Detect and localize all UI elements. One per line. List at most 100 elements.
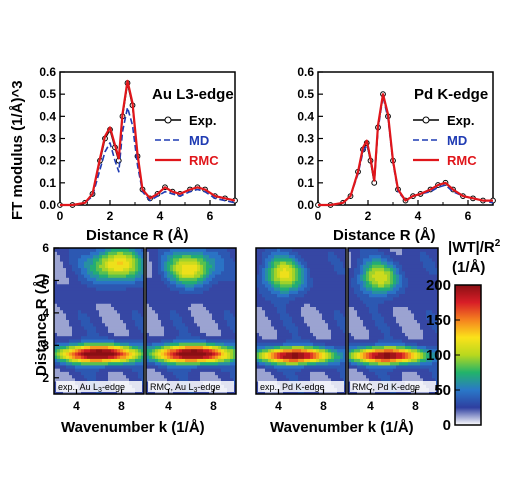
wavelet-cell (331, 296, 335, 301)
wavelet-cell (387, 267, 391, 272)
wavelet-cell (194, 270, 198, 275)
wavelet-cell (283, 309, 287, 314)
wavelet-cell (280, 299, 284, 304)
wavelet-cell (256, 374, 260, 379)
wavelet-cell (316, 348, 320, 353)
wavelet-cell (316, 280, 320, 285)
wavelet-cell (259, 277, 263, 282)
wavelet-cell (146, 260, 150, 265)
wavelet-cell (328, 325, 332, 330)
wavelet-cell (381, 293, 385, 298)
wavelet-cell (129, 377, 133, 382)
wavelet-caption-sub: 3 (98, 387, 102, 394)
wavelet-cell (340, 277, 344, 282)
wavelet-cell (360, 322, 364, 327)
wavelet-cell (120, 309, 124, 314)
wavelet-cell (212, 351, 216, 356)
wavelet-cell (54, 322, 58, 327)
wavelet-cell (343, 329, 346, 333)
wavelet-cell (274, 254, 278, 259)
wavelet-cell (227, 329, 231, 333)
wavelet-cell (149, 270, 153, 275)
wavelet-cell (325, 364, 329, 369)
wavelet-cell (378, 264, 382, 269)
wavelet-cell (334, 309, 338, 314)
wavelet-cell (369, 348, 373, 353)
wavelet-cell (167, 342, 171, 346)
wavelet-cell (316, 361, 320, 366)
wavelet-cell (265, 273, 269, 278)
wavelet-cell (393, 368, 397, 372)
wavelet-cell (209, 267, 213, 272)
wavelet-cell (328, 348, 332, 353)
wavelet-cell (357, 316, 361, 320)
wavelet-cell (93, 290, 97, 295)
wavelet-cell (123, 355, 127, 359)
wavelet-cell (262, 345, 266, 350)
wavelet-cell (212, 277, 216, 282)
wavelet-cell (102, 371, 106, 376)
wavelet-cell (132, 273, 136, 278)
wavelet-cell (111, 283, 115, 288)
wavelet-cell (390, 306, 394, 311)
wavelet-cell (111, 345, 115, 350)
wavelet-cell (176, 293, 180, 298)
wavelet-cell (87, 286, 91, 291)
wavelet-cell (66, 309, 70, 314)
wavelet-cell (108, 377, 112, 382)
wavelet-cell (84, 351, 88, 356)
wavelet-cell (292, 248, 296, 252)
wavelet-cell (375, 335, 379, 340)
wavelet-cell (337, 270, 341, 275)
wavelet-cell (372, 332, 376, 337)
wavelet-cell (360, 290, 364, 295)
wavelet-cell (75, 368, 79, 372)
wavelet-cell (301, 322, 305, 327)
wavelet-cell (372, 303, 376, 307)
wavelet-cell (203, 348, 207, 353)
wavelet-cell (54, 286, 58, 291)
wavelet-cell (277, 267, 281, 272)
wavelet-cell (387, 338, 391, 343)
wavelet-cell (230, 364, 234, 369)
wavelet-cell (274, 319, 278, 324)
wavelet-cell (200, 342, 204, 346)
wavelet-cell (75, 293, 79, 298)
wavelet-cell (298, 368, 302, 372)
wavelet-cell (215, 374, 219, 379)
wavelet-cell (170, 319, 174, 324)
wavelet-cell (313, 296, 317, 301)
wavelet-cell (123, 319, 127, 324)
wavelet-cell (396, 312, 400, 317)
wavelet-cell (102, 306, 106, 311)
wavelet-cell (340, 368, 344, 372)
wavelet-caption-main: exp., Au L (58, 382, 98, 392)
wavelet-cell (90, 338, 94, 343)
wavelet-cell (221, 260, 225, 265)
wavelet-cell (191, 270, 195, 275)
wavelet-cell (179, 309, 183, 314)
wavelet-cell (227, 332, 231, 337)
wavelet-cell (310, 280, 314, 285)
wavelet-cell (343, 348, 346, 353)
wavelet-cell (176, 361, 180, 366)
wavelet-cell (129, 267, 133, 272)
wavelet-cell (265, 267, 269, 272)
wavelet-cell (84, 335, 88, 340)
wavelet-cell (149, 264, 153, 269)
wavelet-cell (295, 348, 299, 353)
wavelet-cell (396, 358, 400, 363)
wavelet-cell (135, 332, 139, 337)
wavelet-cell (161, 309, 165, 314)
wavelet-cell (78, 332, 82, 337)
wavelet-cell (90, 325, 94, 330)
wavelet-cell (319, 312, 323, 317)
wavelet-cell (280, 351, 284, 356)
wavelet-cell (161, 325, 165, 330)
wavelet-cell (114, 316, 118, 320)
wavelet-cell (114, 270, 118, 275)
wavelet-cell (102, 348, 106, 353)
wavelet-cell (384, 270, 388, 275)
wavelet-cell (396, 267, 400, 272)
wavelet-cell (337, 277, 341, 282)
